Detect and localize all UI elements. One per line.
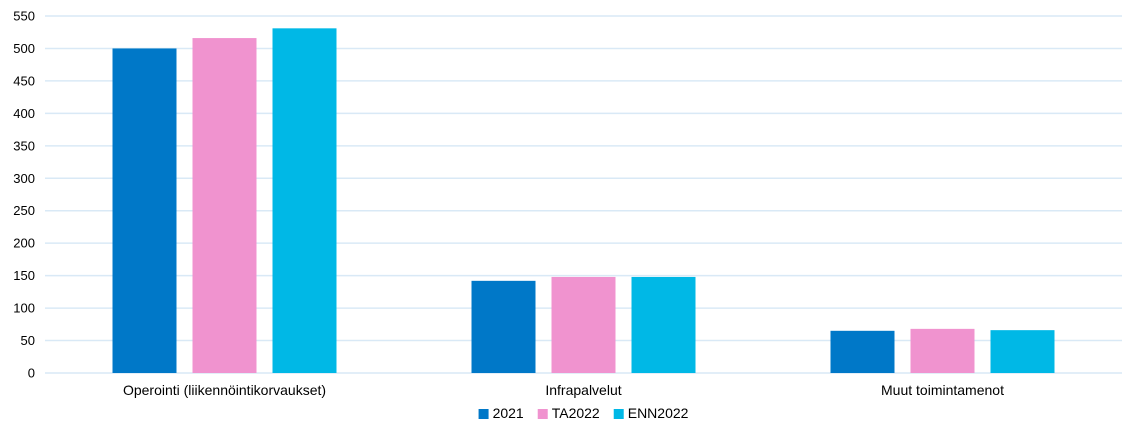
bars bbox=[112, 28, 1055, 374]
bar-enn2022-3 bbox=[990, 330, 1055, 373]
legend-label: 2021 bbox=[493, 405, 524, 421]
x-axis-category-labels: Operointi (liikennöintikorvaukset) Infrap… bbox=[123, 382, 1004, 398]
legend-swatch bbox=[537, 409, 548, 419]
legend-label: TA2022 bbox=[552, 405, 600, 421]
y-tick-label: 100 bbox=[13, 301, 35, 316]
y-tick-label: 50 bbox=[21, 333, 35, 348]
bar-2021-2 bbox=[471, 280, 536, 373]
legend-item-ta2022: TA2022 bbox=[537, 405, 600, 421]
bar-ta2022-1 bbox=[192, 38, 257, 373]
x-category-label: Operointi (liikennöintikorvaukset) bbox=[123, 382, 326, 398]
bar-enn2022-1 bbox=[272, 28, 337, 373]
y-tick-label: 300 bbox=[13, 171, 35, 186]
y-tick-label: 450 bbox=[13, 73, 35, 88]
legend-swatch bbox=[613, 409, 624, 419]
bar-ta2022-2 bbox=[551, 276, 616, 373]
legend: 2021 TA2022 ENN2022 bbox=[478, 405, 689, 421]
legend-label: ENN2022 bbox=[628, 405, 689, 421]
y-tick-label: 550 bbox=[13, 9, 35, 24]
y-tick-label: 250 bbox=[13, 203, 35, 218]
y-tick-label: 150 bbox=[13, 268, 35, 283]
legend-swatch bbox=[478, 409, 489, 419]
y-tick-label: 500 bbox=[13, 41, 35, 56]
legend-item-2021: 2021 bbox=[478, 405, 524, 421]
x-category-label: Infrapalvelut bbox=[545, 382, 621, 398]
y-tick-label: 400 bbox=[13, 106, 35, 121]
y-tick-label: 200 bbox=[13, 236, 35, 251]
bar-ta2022-3 bbox=[910, 328, 975, 373]
x-category-label: Muut toimintamenot bbox=[881, 382, 1004, 398]
bar-2021-3 bbox=[830, 330, 895, 373]
y-tick-label: 350 bbox=[13, 138, 35, 153]
bar-enn2022-2 bbox=[631, 276, 696, 373]
bar-2021-1 bbox=[112, 48, 177, 374]
legend-item-enn2022: ENN2022 bbox=[613, 405, 689, 421]
y-axis-tick-labels: 0 50 100 150 200 250 300 350 400 450 500 550 bbox=[13, 9, 35, 381]
y-tick-label: 0 bbox=[28, 366, 35, 381]
